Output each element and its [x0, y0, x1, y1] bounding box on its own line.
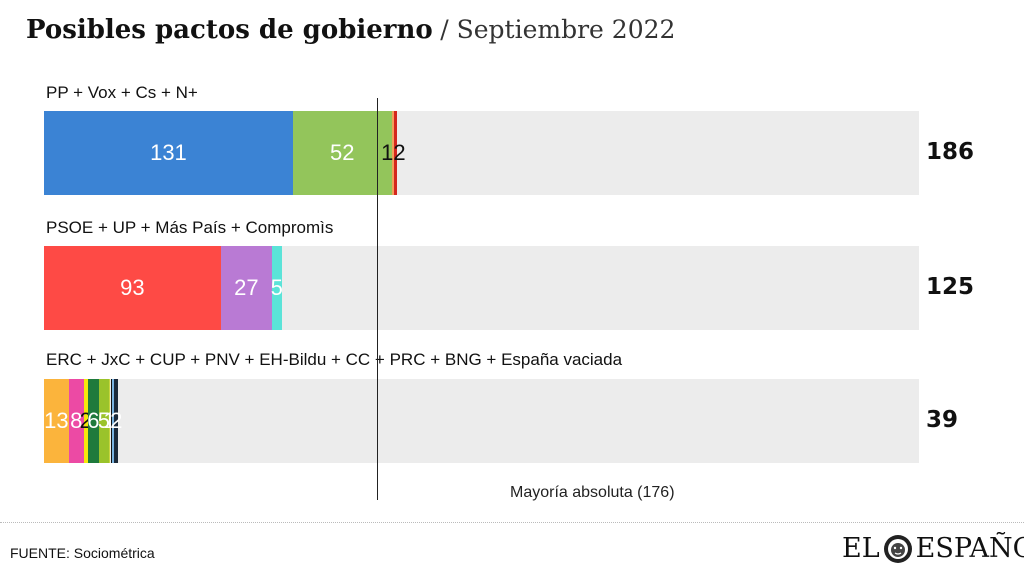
group-label: PP + Vox + Cs + N+ [46, 83, 198, 102]
bar-segment [68, 379, 84, 463]
bar-segment [112, 379, 115, 463]
lion-icon [883, 534, 913, 564]
bar-segment [99, 379, 109, 463]
group-label: PSOE + UP + Más País + Compromìs [46, 218, 334, 237]
bar-segment [272, 246, 282, 330]
bar-segment [393, 111, 398, 195]
data-label: 93 [120, 275, 145, 300]
data-label: 52 [330, 140, 355, 165]
bar-segment [87, 379, 100, 463]
group-total: 39 [926, 407, 959, 433]
group-total: 186 [926, 139, 975, 165]
source-note: FUENTE: Sociométrica [10, 545, 155, 561]
bar-segment [220, 246, 272, 330]
bar-segment [114, 379, 119, 463]
group-label: ERC + JxC + CUP + PNV + EH-Bildu + CC + … [46, 350, 623, 369]
bar-segment [391, 111, 394, 195]
data-label: 2 [110, 408, 123, 433]
bar-track: 13826512 [44, 379, 919, 463]
bar-segment [83, 379, 88, 463]
bar-segment [44, 111, 293, 195]
el-espanol-logo: EL ESPAÑOL [842, 533, 1024, 564]
logo-text-left: EL [842, 533, 880, 564]
bar-segment [110, 379, 113, 463]
data-label: 12 [381, 140, 406, 165]
chart-title: Posibles pactos de gobierno [26, 15, 433, 45]
data-label: 8 [70, 408, 83, 433]
data-label: 5 [270, 275, 283, 300]
data-label: 13 [44, 408, 69, 433]
bar-track: 131 52 12 [44, 111, 919, 195]
majority-line [377, 98, 379, 500]
data-label: 5 [97, 408, 110, 433]
bar-segment [108, 379, 111, 463]
chart-subtitle: / Septiembre 2022 [440, 15, 676, 44]
majority-label: Mayoría absoluta (176) [510, 484, 675, 501]
group-total: 125 [926, 274, 975, 300]
chart-title-row: Posibles pactos de gobierno / Septiembre… [26, 14, 675, 45]
logo-text-right: ESPAÑOL [915, 533, 1024, 564]
bar-segment [292, 111, 392, 195]
data-label: 27 [234, 275, 259, 300]
bar-segment [44, 246, 221, 330]
footer-divider [0, 522, 1024, 523]
bar-segment [44, 379, 69, 463]
data-label: 131 [150, 140, 187, 165]
data-label: 6 [87, 408, 100, 433]
bar-track: 93 27 5 [44, 246, 919, 330]
